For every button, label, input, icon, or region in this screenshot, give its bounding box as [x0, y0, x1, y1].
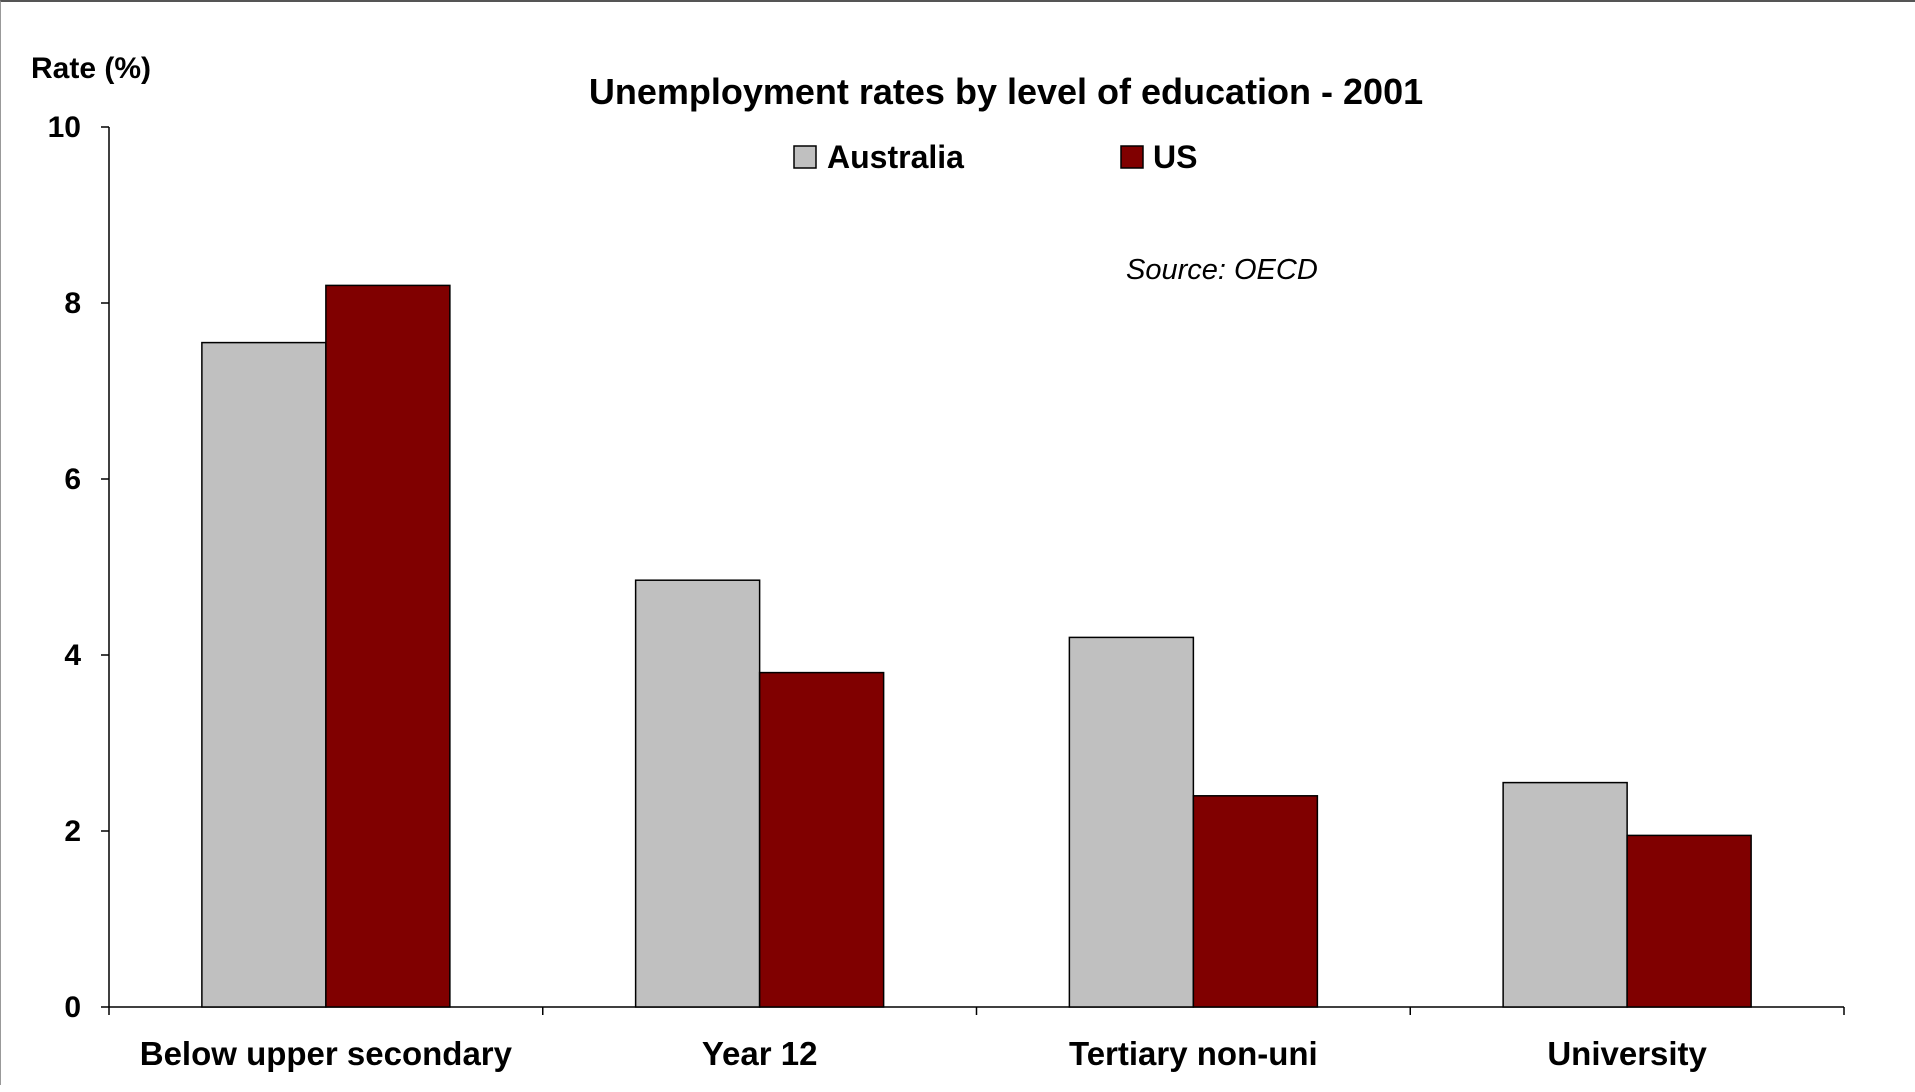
legend: Australia US	[793, 139, 1197, 175]
x-category-label: Year 12	[702, 1035, 818, 1072]
category-labels: Below upper secondary Year 12 Tertiary non…	[140, 1035, 1708, 1072]
legend-swatch-australia	[793, 145, 817, 169]
legend-label-us: US	[1153, 139, 1197, 175]
x-category-label: Below upper secondary	[140, 1035, 513, 1072]
x-category-label: University	[1547, 1035, 1707, 1072]
bars	[201, 284, 1752, 1008]
bar-us-below-upper-secondary	[325, 284, 451, 1008]
bar-us-university	[1626, 834, 1752, 1008]
chart-title: Unemployment rates by level of education…	[589, 71, 1423, 112]
y-tick-label: 10	[48, 111, 81, 144]
bar-australia-tertiary-non-uni	[1068, 636, 1195, 1008]
y-tick-label: 8	[64, 287, 81, 320]
bar-australia-university	[1502, 781, 1628, 1008]
bar-us-year-12	[758, 671, 885, 1008]
y-tick-label: 4	[64, 639, 81, 672]
source-note: Source: OECD	[1126, 254, 1318, 286]
y-axis-label: Rate (%)	[31, 52, 151, 85]
y-ticks: 0 2 4 6 8 10	[48, 111, 109, 1024]
y-tick-label: 6	[64, 463, 81, 496]
y-tick-label: 0	[64, 991, 81, 1024]
bar-australia-below-upper-secondary	[201, 341, 327, 1008]
legend-swatch-us	[1120, 145, 1144, 169]
x-ticks	[108, 1007, 1845, 1015]
bar-australia-year-12	[634, 579, 761, 1008]
bar-us-tertiary-non-uni	[1192, 795, 1319, 1008]
y-tick-label: 2	[64, 815, 81, 848]
legend-label-australia: Australia	[827, 139, 964, 175]
x-category-label: Tertiary non-uni	[1069, 1035, 1318, 1072]
